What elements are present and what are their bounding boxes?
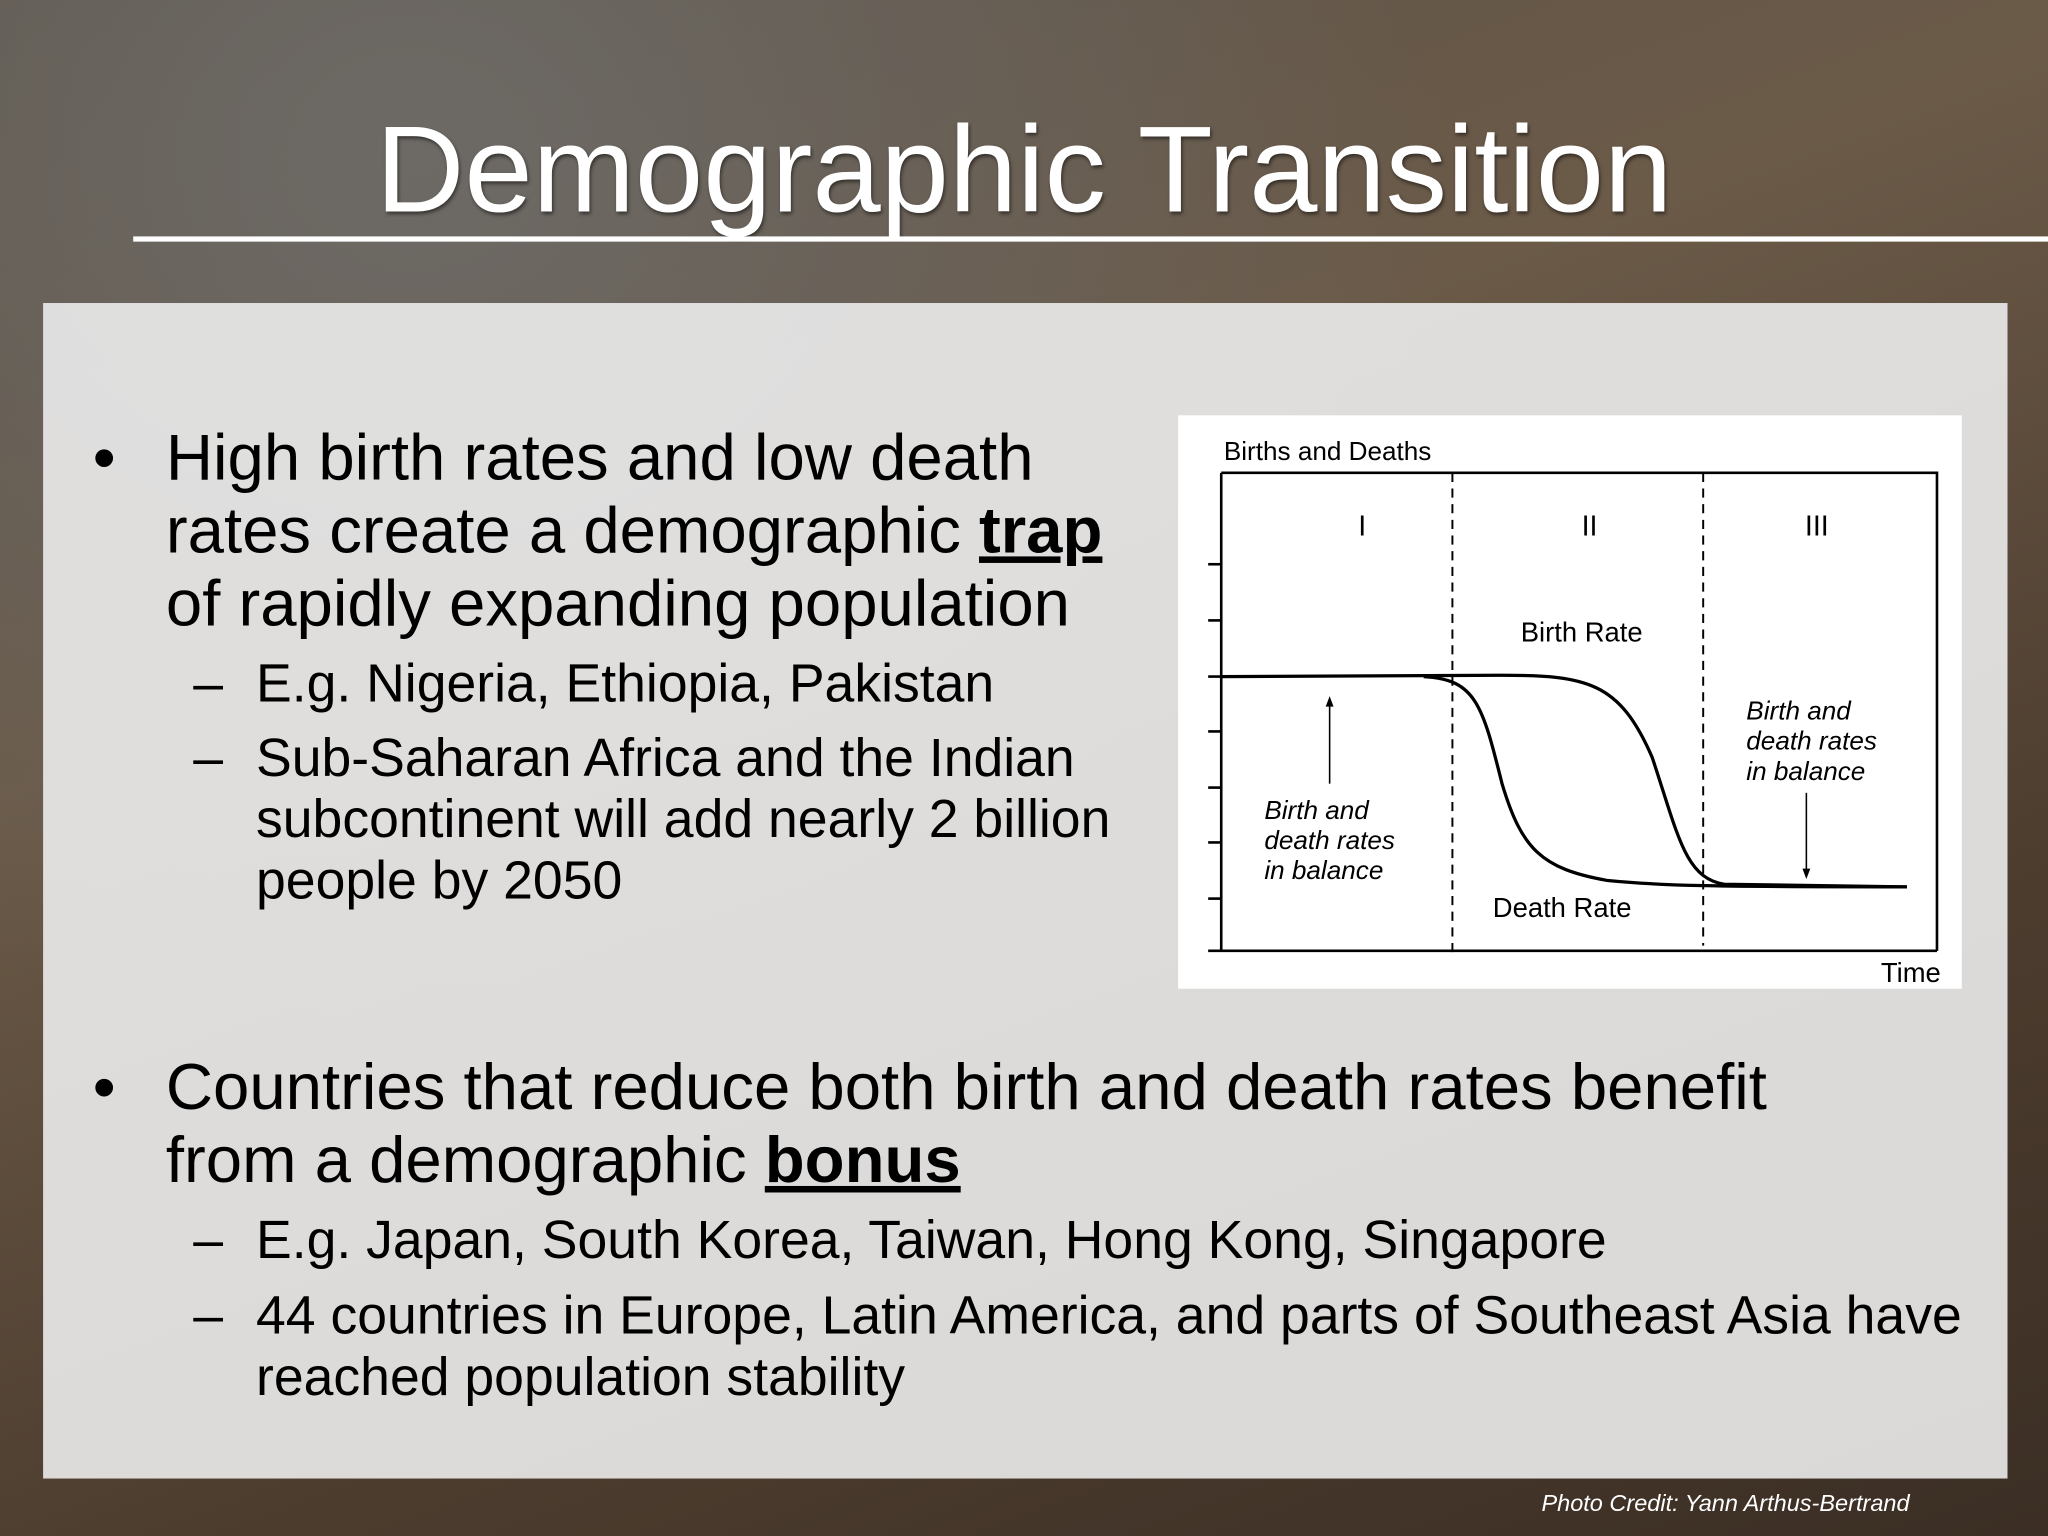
sub-bullet: – Sub-Saharan Africa and the Indian subco… xyxy=(193,727,1111,911)
photo-credit: Photo Credit: Yann Arthus-Bertrand xyxy=(1541,1490,1910,1517)
sub-bullet-text: E.g. Nigeria, Ethiopia, Pakistan xyxy=(255,653,995,714)
note-line: in balance xyxy=(1264,855,1383,885)
note-line: Birth and xyxy=(1746,696,1852,726)
sub-bullet-text: 44 countries in Europe, Latin America, a… xyxy=(255,1285,1962,1407)
bullet-text: Countries that reduce both birth and dea… xyxy=(165,1050,1767,1197)
y-axis-label: Births and Deaths xyxy=(1224,436,1432,466)
death-rate-label: Death Rate xyxy=(1493,892,1632,923)
diagram-background xyxy=(1178,415,1962,989)
bullet-text: High birth rates and low death rates cre… xyxy=(165,420,1034,567)
bullet-emphasis: bonus xyxy=(764,1123,961,1197)
stage-label: II xyxy=(1582,511,1598,543)
slide-title: Demographic Transition xyxy=(375,100,1673,238)
bullet-emphasis: trap xyxy=(979,493,1103,567)
diagram-frame xyxy=(1208,471,1939,959)
sub-bullet: – E.g. Nigeria, Ethiopia, Pakistan xyxy=(193,653,995,714)
bullet: • Countries that reduce both birth and de… xyxy=(92,1050,1767,1197)
sub-bullet-text: E.g. Japan, South Korea, Taiwan, Hong Ko… xyxy=(255,1209,1607,1270)
birth-rate-label: Birth Rate xyxy=(1521,616,1643,647)
stage-label: I xyxy=(1358,511,1366,543)
title-rule xyxy=(133,236,2048,242)
note-line: in balance xyxy=(1746,756,1865,786)
bullet: • High birth rates and low death rates cr… xyxy=(92,420,1103,640)
stage-label: III xyxy=(1805,511,1829,543)
sub-bullet-text: Sub-Saharan Africa and the Indian subcon… xyxy=(255,727,1111,911)
sub-bullet: –44 countries in Europe, Latin America, … xyxy=(193,1285,1962,1407)
note-line: death rates xyxy=(1264,825,1395,855)
bullet-text: of rapidly expanding population xyxy=(165,566,1070,640)
note-line: death rates xyxy=(1746,726,1877,756)
note-line: Birth and xyxy=(1264,795,1370,825)
sub-bullet: – E.g. Japan, South Korea, Taiwan, Hong K… xyxy=(193,1209,1607,1270)
x-axis-label: Time xyxy=(1881,957,1941,988)
